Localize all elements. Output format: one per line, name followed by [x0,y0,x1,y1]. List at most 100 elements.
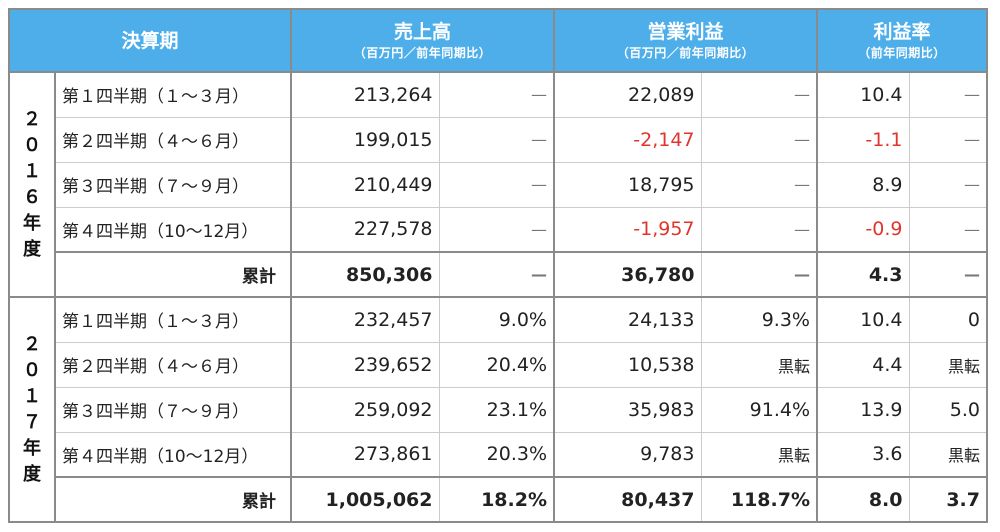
table-row: ２ ０ １ ７ 年度 第１四半期（１～３月） 232,457 9.0% 24,133 9.3% 10… [8,296,988,523]
fiscal-year-char: ０ [23,134,41,156]
sales-yoy-value: — [438,117,555,163]
profit-yoy-value: — [700,207,818,253]
profit-value: 22,089 [554,72,701,118]
profit-value: -1,957 [554,207,701,253]
sales-value: 232,457 [291,297,439,343]
profit-yoy-value: 91.4% [700,387,818,433]
fiscal-year-char: 年 [23,437,41,459]
fiscal-year-char: ６ [23,186,41,208]
table-row: 第２四半期（４～６月） 199,015— -2,147— -1.1— [9,117,988,163]
profit-value: -2,147 [554,117,701,163]
table-row: 第２四半期（４～６月） 239,652 20.4% 10,538 黒転 4.4 黒転 [9,342,988,388]
total-label: 累計 [55,251,292,298]
financial-results-table: 決算期 売上高 （百万円／前年同期比） 営業利益 （百万円／前年同期比） 利益率… [8,8,988,523]
fiscal-year-char: 年 [23,212,41,234]
margin-yoy-value: 5.0 [908,387,988,433]
fiscal-year-char: ０ [23,359,41,381]
profit-yoy-value: — [700,251,818,298]
sales-header: 売上高 （百万円／前年同期比） [290,8,555,73]
table-row: 第３四半期（７～９月） 210,449—18,795—8.9— [9,162,988,208]
sales-value: 239,652 [291,342,439,388]
margin-header: 利益率 （前年同期比） [816,8,988,73]
margin-yoy-value: — [908,117,988,163]
sales-header-sublabel: （百万円／前年同期比） [353,45,492,60]
margin-yoy-value: — [908,251,988,298]
margin-value: 8.0 [817,476,909,523]
profit-value: 35,983 [554,387,701,433]
sales-value: 199,015 [291,117,439,163]
fiscal-year-char: ２ [23,108,41,130]
margin-yoy-value: 黒転 [908,342,988,388]
sales-yoy-value: — [438,207,555,253]
sales-yoy-value: 18.2% [438,476,555,523]
total-row: 累計 1,005,062 18.2% 80,437 118.7% 8.0 3.7 [9,476,988,523]
profit-yoy-value: — [700,117,818,163]
fiscal-year-char: １ [23,160,41,182]
profit-value: 18,795 [554,162,701,208]
profit-value: 10,538 [554,342,701,388]
margin-yoy-value: 3.7 [908,476,988,523]
profit-yoy-value: 9.3% [700,297,818,343]
total-label: 累計 [55,476,292,523]
sales-value: 259,092 [291,387,439,433]
fiscal-year-char: ７ [23,411,41,433]
margin-value: 3.6 [817,432,909,478]
sales-value: 213,264 [291,72,439,118]
profit-value: 80,437 [554,476,701,523]
fiscal-year-label: ２ ０ １ ６ 年度 [8,71,56,298]
margin-header-sublabel: （前年同期比） [858,45,946,60]
margin-yoy-value: — [908,162,988,208]
quarter-label: 第３四半期（７～９月） [55,162,292,208]
profit-yoy-value: 黒転 [700,432,818,478]
period-header: 決算期 [8,8,292,73]
quarter-label: 第３四半期（７～９月） [55,387,292,433]
margin-value: 8.9 [817,162,909,208]
profit-value: 36,780 [554,251,701,298]
margin-value: 13.9 [817,387,909,433]
quarter-label: 第４四半期（10～12月） [55,207,292,253]
sales-yoy-value: 23.1% [438,387,555,433]
op-profit-header-label: 営業利益 [647,20,724,43]
margin-value: 4.4 [817,342,909,388]
sales-value: 1,005,062 [291,476,439,523]
profit-yoy-value: 118.7% [700,476,818,523]
results-table-container: 決算期 売上高 （百万円／前年同期比） 営業利益 （百万円／前年同期比） 利益率… [8,8,988,523]
quarter-label: 第２四半期（４～６月） [55,342,292,388]
fiscal-year-char: １ [23,385,41,407]
sales-yoy-value: — [438,251,555,298]
margin-yoy-value: — [908,207,988,253]
fiscal-year-char: 度 [23,463,41,485]
profit-yoy-value: 黒転 [700,342,818,388]
margin-yoy-value: — [908,72,988,118]
sales-yoy-value: 9.0% [438,297,555,343]
sales-value: 850,306 [291,251,439,298]
fiscal-year-char: 度 [23,238,41,260]
margin-value: -0.9 [817,207,909,253]
table-row: 第４四半期（10～12月） 273,861 20.3% 9,783 黒転 3.6 黒転 [9,432,988,478]
sales-yoy-value: — [438,72,555,118]
margin-yoy-value: 0 [908,297,988,343]
margin-header-label: 利益率 [873,20,931,43]
quarter-label: 第２四半期（４～６月） [55,117,292,163]
margin-value: -1.1 [817,117,909,163]
margin-value: 10.4 [817,72,909,118]
sales-yoy-value: 20.4% [438,342,555,388]
table-row: 第３四半期（７～９月） 259,092 23.1% 35,983 91.4% 13.9 5.… [9,387,988,433]
profit-value: 9,783 [554,432,701,478]
sales-value: 227,578 [291,207,439,253]
profit-yoy-value: — [700,162,818,208]
op-profit-header-sublabel: （百万円／前年同期比） [616,45,755,60]
sales-header-label: 売上高 [393,20,451,43]
profit-value: 24,133 [554,297,701,343]
quarter-label: 第４四半期（10～12月） [55,432,292,478]
margin-value: 4.3 [817,251,909,298]
period-header-label: 決算期 [121,29,179,52]
margin-value: 10.4 [817,297,909,343]
op-profit-header: 営業利益 （百万円／前年同期比） [553,8,818,73]
margin-yoy-value: 黒転 [908,432,988,478]
sales-value: 273,861 [291,432,439,478]
table-row: ２ ０ １ ６ 年度第１四半期（１～３月） 213,264—22,089—10.4— [8,71,988,298]
total-row: 累計 850,306—36,780—4.3— [9,251,988,298]
sales-yoy-value: — [438,162,555,208]
fiscal-year-label: ２ ０ １ ７ 年度 [8,296,56,523]
